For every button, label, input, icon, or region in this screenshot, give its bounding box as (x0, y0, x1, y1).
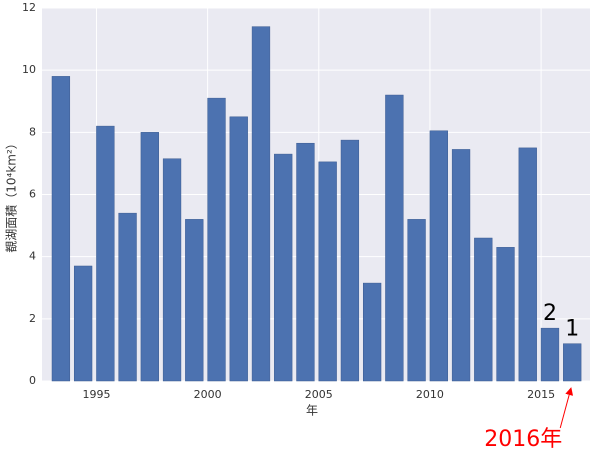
bar (407, 219, 426, 382)
bar (118, 212, 137, 382)
y-tick-label: 2 (29, 312, 36, 325)
x-tick-label: 1995 (82, 388, 110, 401)
annotation: 1 (565, 317, 579, 342)
y-tick-label: 0 (29, 374, 36, 387)
annotation: 2016年 (484, 427, 562, 452)
bar (229, 116, 248, 382)
y-tick-label: 8 (29, 125, 36, 138)
bar (162, 158, 182, 382)
bar (340, 139, 360, 382)
bar (563, 343, 582, 382)
bar (73, 265, 93, 382)
bar (429, 130, 448, 382)
bar (385, 94, 404, 382)
bar (451, 149, 471, 382)
bar (296, 142, 315, 382)
bar (496, 247, 515, 382)
x-tick-label: 2010 (416, 388, 444, 401)
x-tick-label: 2005 (305, 388, 333, 401)
y-tick-label: 12 (22, 1, 36, 14)
x-axis-label: 年 (306, 404, 318, 418)
bar (140, 132, 159, 382)
x-tick-label: 2015 (527, 388, 555, 401)
y-tick-label: 4 (29, 250, 36, 263)
x-tick-label: 2000 (194, 388, 222, 401)
bar (362, 282, 382, 382)
bar (540, 327, 560, 382)
bar (474, 237, 493, 382)
y-axis-label: 覩湖面積（10⁴km²） (4, 137, 19, 253)
y-tick-label: 6 (29, 188, 36, 201)
arrow (559, 387, 574, 429)
bar (207, 97, 226, 382)
bar (518, 147, 537, 382)
bar (318, 161, 337, 382)
bar (51, 76, 71, 382)
bar (251, 26, 271, 382)
y-tick-label: 10 (22, 63, 36, 76)
annotation: 2 (543, 301, 557, 326)
bar (185, 219, 204, 382)
bar (96, 125, 115, 382)
bar (274, 153, 293, 382)
